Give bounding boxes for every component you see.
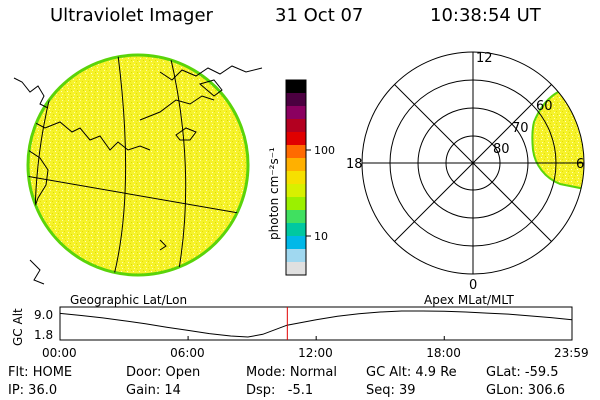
colorbar-segment bbox=[286, 249, 306, 263]
status-ip: IP: 36.0 bbox=[8, 383, 58, 398]
status-door: Door: Open bbox=[126, 365, 201, 380]
colorbar-segment bbox=[286, 93, 306, 107]
left-panel-caption: Geographic Lat/Lon bbox=[70, 293, 187, 307]
right-panel-caption: Apex MLat/MLT bbox=[424, 293, 514, 307]
date-label: 31 Oct 07 bbox=[275, 5, 364, 26]
mlt-label-6: 6 bbox=[576, 157, 584, 172]
colorbar-segment bbox=[286, 184, 306, 198]
mlat-label-80: 80 bbox=[493, 142, 510, 157]
mlt-label-18: 18 bbox=[346, 157, 363, 172]
colorbar-segment bbox=[286, 106, 306, 120]
colorbar-segment bbox=[286, 262, 306, 276]
orbit-xtick-label: 12:00 bbox=[298, 346, 333, 360]
coastline bbox=[175, 127, 197, 141]
time-label: 10:38:54 UT bbox=[430, 5, 541, 26]
status-glon: GLon: 306.6 bbox=[486, 383, 566, 398]
orbit-xtick-label: 23:59 bbox=[554, 346, 589, 360]
latitude-line bbox=[28, 174, 248, 216]
colorbar-segment bbox=[286, 210, 306, 224]
instrument-title: Ultraviolet Imager bbox=[50, 5, 213, 26]
status-dsp: Dsp: -5.1 bbox=[246, 383, 314, 398]
orbit-altitude-line bbox=[59, 310, 573, 338]
colorbar-segment bbox=[286, 236, 306, 250]
colorbar-segment bbox=[286, 158, 306, 172]
emission-disk bbox=[26, 53, 250, 277]
orbit-ytick-bottom: 1.8 bbox=[34, 328, 53, 342]
colorbar-segment bbox=[286, 145, 306, 159]
colorbar-label: photon cm⁻²s⁻¹ bbox=[267, 147, 281, 240]
orbit-ytick-top: 9.0 bbox=[34, 308, 53, 322]
colorbar-segment bbox=[286, 197, 306, 211]
coastline-outer bbox=[13, 65, 263, 285]
mlt-meridian bbox=[394, 84, 552, 242]
coastline bbox=[29, 119, 151, 151]
mlt-label-12: 12 bbox=[476, 51, 493, 66]
orbit-ylabel: GC Alt bbox=[11, 308, 25, 346]
colorbar-segment bbox=[286, 223, 306, 237]
status-flt: Flt: HOME bbox=[8, 365, 73, 380]
status-gain: Gain: 14 bbox=[126, 383, 181, 398]
orbit-plot-frame bbox=[59, 306, 573, 341]
mlt-label-0: 0 bbox=[469, 278, 477, 293]
orbit-xtick-label: 00:00 bbox=[42, 346, 77, 360]
status-mode: Mode: Normal bbox=[246, 365, 337, 380]
colorbar-segment bbox=[286, 171, 306, 185]
longitude-line bbox=[169, 55, 187, 275]
status-seq: Seq: 39 bbox=[366, 383, 416, 398]
orbit-xtick-label: 18:00 bbox=[426, 346, 461, 360]
mlat-label-60: 60 bbox=[536, 99, 553, 114]
status-gcalt: GC Alt: 4.9 Re bbox=[366, 365, 457, 380]
mlat-label-70: 70 bbox=[512, 121, 529, 136]
colorbar-segment bbox=[286, 80, 306, 94]
colorbar-segment bbox=[286, 132, 306, 146]
longitude-line bbox=[109, 55, 127, 275]
coastline bbox=[159, 239, 167, 251]
colorbar-tick-label: 10 bbox=[314, 230, 328, 243]
colorbar-tick-label: 100 bbox=[314, 144, 335, 157]
coastline bbox=[139, 95, 215, 121]
orbit-xtick-label: 06:00 bbox=[170, 346, 205, 360]
status-glat: GLat: -59.5 bbox=[486, 365, 559, 380]
colorbar-segment bbox=[286, 119, 306, 133]
